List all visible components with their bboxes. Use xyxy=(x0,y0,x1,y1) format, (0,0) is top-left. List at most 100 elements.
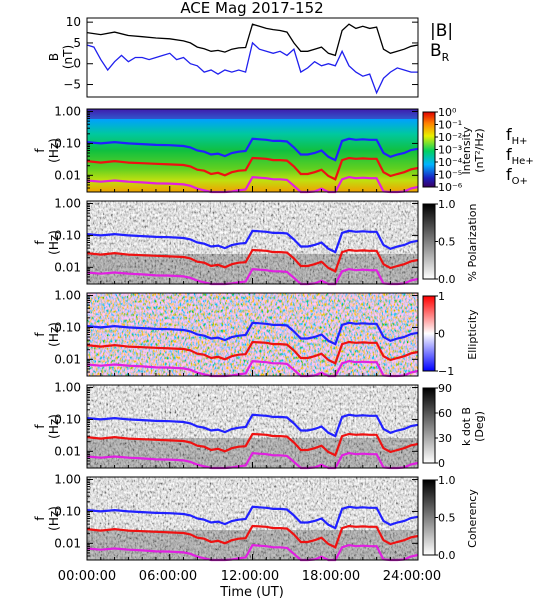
y-tick-label: 1.00 xyxy=(54,289,81,303)
colorbar-tick-label: 0 xyxy=(438,328,445,341)
colorbar-label: Intensity xyxy=(460,126,473,174)
colorbar-tick-label: 1 xyxy=(438,290,445,303)
gyro-line-f-oplus xyxy=(86,267,419,286)
colorbar-tick-label: 10⁻⁶ xyxy=(438,181,463,194)
x-tick-label: 18:00:00 xyxy=(302,569,360,584)
legend-b-radial: BR xyxy=(430,41,450,64)
colorbar-tick-label: 30 xyxy=(438,432,452,445)
colorbar-unit: (nT²/Hz) xyxy=(473,128,486,172)
gyro-line-f-hplus xyxy=(86,229,419,254)
y-axis-label: f xyxy=(33,240,47,245)
legend-b-magnitude: |B| xyxy=(430,21,453,41)
y-tick-label: 0.01 xyxy=(54,260,81,274)
spectrogram-panel-3: 1.00 0.10 0.01 f (Hz) 1 0 −1 Ellipticity xyxy=(33,289,479,378)
y-tick-label: 0.01 xyxy=(54,536,81,550)
x-tick-label: 00:00:00 xyxy=(58,569,116,584)
y-tick-label: 0.01 xyxy=(54,444,81,458)
series-line-b-radial xyxy=(86,41,418,95)
y-tick-label: 0.10 xyxy=(54,320,81,334)
y-axis-unit: (Hz) xyxy=(47,506,61,531)
spectrogram-panel-2: 1.00 0.10 0.01 f (Hz) 1.0 0.5 0.0 % Polarization xyxy=(33,197,479,286)
legend-fhe: fHe+ xyxy=(506,145,534,167)
colorbar xyxy=(422,295,436,372)
x-tick-label: 12:00:00 xyxy=(221,569,279,584)
gyro-line-f-hplus xyxy=(86,321,419,346)
gyro-line-f-hplus xyxy=(86,137,419,162)
colorbar-label: k dot B xyxy=(460,407,473,446)
colorbar-tick-label: 1.0 xyxy=(438,198,456,211)
colorbar-tick-label: 10⁻¹ xyxy=(438,119,462,132)
colorbar-tick-label: 0.5 xyxy=(438,236,456,249)
gyro-line-f-heplus xyxy=(86,524,419,549)
y-tick-label: 1.00 xyxy=(54,473,81,487)
colorbar xyxy=(422,387,436,464)
y-axis-label: f xyxy=(33,424,47,429)
y-axis-unit: (Hz) xyxy=(47,230,61,255)
y-axis-label: f xyxy=(33,516,47,521)
colorbar-unit: (Deg) xyxy=(473,411,486,442)
colorbar-tick-label: 1.0 xyxy=(438,474,456,487)
colorbar-tick-label: 10⁻⁴ xyxy=(438,156,463,169)
spectrogram-background xyxy=(87,109,418,192)
y-tick-label: 0.01 xyxy=(54,168,81,182)
colorbar-tick-label: 0.0 xyxy=(438,549,456,562)
spectrogram-panel-4: 1.00 0.10 0.01 f (Hz) 90 60 30 0 k dot B (Deg) xyxy=(33,381,486,470)
colorbar-tick-label: 0.0 xyxy=(438,273,456,286)
colorbar-tick-label: 0 xyxy=(438,457,445,470)
y-tick-label: 0.10 xyxy=(54,412,81,426)
y-axis-label: f xyxy=(33,332,47,337)
y-tick-label: 1.00 xyxy=(54,381,81,395)
series-line-b-magnitude xyxy=(86,23,419,57)
y-axis-unit: (Hz) xyxy=(47,322,61,347)
colorbar-tick-label: 10⁻⁵ xyxy=(438,169,462,182)
y-tick-label: 0.01 xyxy=(54,352,81,366)
gyro-line-f-heplus xyxy=(86,340,419,365)
colorbar-tick-label: 10⁻² xyxy=(438,131,462,144)
y-axis-unit: (Hz) xyxy=(47,138,61,163)
y-tick-label: 10 xyxy=(66,15,81,29)
colorbar-label: Ellipticity xyxy=(466,309,479,360)
figure-title: ACE Mag 2017-152 xyxy=(180,0,323,17)
gyro-line-f-hplus xyxy=(86,505,419,530)
y-tick-label: −5 xyxy=(63,78,81,92)
colorbar-tick-label: 10⁰ xyxy=(438,106,457,119)
spectrogram-panels: 1.000.100.01f (Hz)10⁰10⁻¹10⁻²10⁻³10⁻⁴10⁻⁵… xyxy=(33,105,486,562)
x-axis: 00:00:00 06:00:00 12:00:00 18:00:00 24:0… xyxy=(58,569,441,600)
colorbar xyxy=(422,111,436,188)
gyro-line-f-heplus xyxy=(86,248,419,273)
magnetic-field-panel: 10 5 0 −5 B (nT) |B|BR xyxy=(47,15,453,98)
colorbar xyxy=(422,203,436,280)
x-tick-label: 24:00:00 xyxy=(383,569,441,584)
x-tick-label: 06:00:00 xyxy=(139,569,197,584)
colorbar-tick-label: 60 xyxy=(438,407,452,420)
gyro-line-f-oplus xyxy=(86,543,419,562)
y-tick-label: 0.10 xyxy=(54,136,81,150)
y-tick-label: 0.10 xyxy=(54,504,81,518)
spectrogram-background xyxy=(87,293,418,376)
gyro-line-f-hplus xyxy=(86,413,419,438)
colorbar-tick-label: 10⁻³ xyxy=(438,144,462,157)
colorbar-label: Coherency xyxy=(466,489,479,548)
spectrogram-background xyxy=(87,109,418,119)
y-tick-label: 5 xyxy=(73,36,81,50)
spectrogram-panel-5: 1.00 0.10 0.01 f (Hz) 1.0 0.5 0.0 Coherency xyxy=(33,473,479,562)
legend-fh: fH+ xyxy=(506,125,528,147)
y-tick-label: 1.00 xyxy=(54,197,81,211)
y-tick-label: 1.00 xyxy=(54,105,81,119)
colorbar-tick-label: −1 xyxy=(438,365,454,378)
legend-fo: fO+ xyxy=(506,165,528,187)
colorbar-tick-label: 0.5 xyxy=(438,512,456,525)
gyro-line-f-oplus xyxy=(86,359,419,378)
y-axis-label: f xyxy=(33,148,47,153)
y-tick-label: 0.10 xyxy=(54,228,81,242)
gyro-line-f-oplus xyxy=(86,451,419,470)
spectrogram-panel-1: 1.00 0.10 0.01 f (Hz) 10⁰10⁻¹10⁻²10⁻³10⁻⁴10⁻⁵… xyxy=(33,105,486,194)
gyro-line-f-heplus xyxy=(86,432,419,457)
plot-frame xyxy=(86,17,419,98)
x-axis-label: Time (UT) xyxy=(219,585,284,600)
y-tick-label: 0 xyxy=(73,57,81,71)
gyro-line-f-heplus xyxy=(86,156,419,181)
y-axis-unit: (Hz) xyxy=(47,414,61,439)
colorbar-tick-label: 90 xyxy=(438,382,452,395)
